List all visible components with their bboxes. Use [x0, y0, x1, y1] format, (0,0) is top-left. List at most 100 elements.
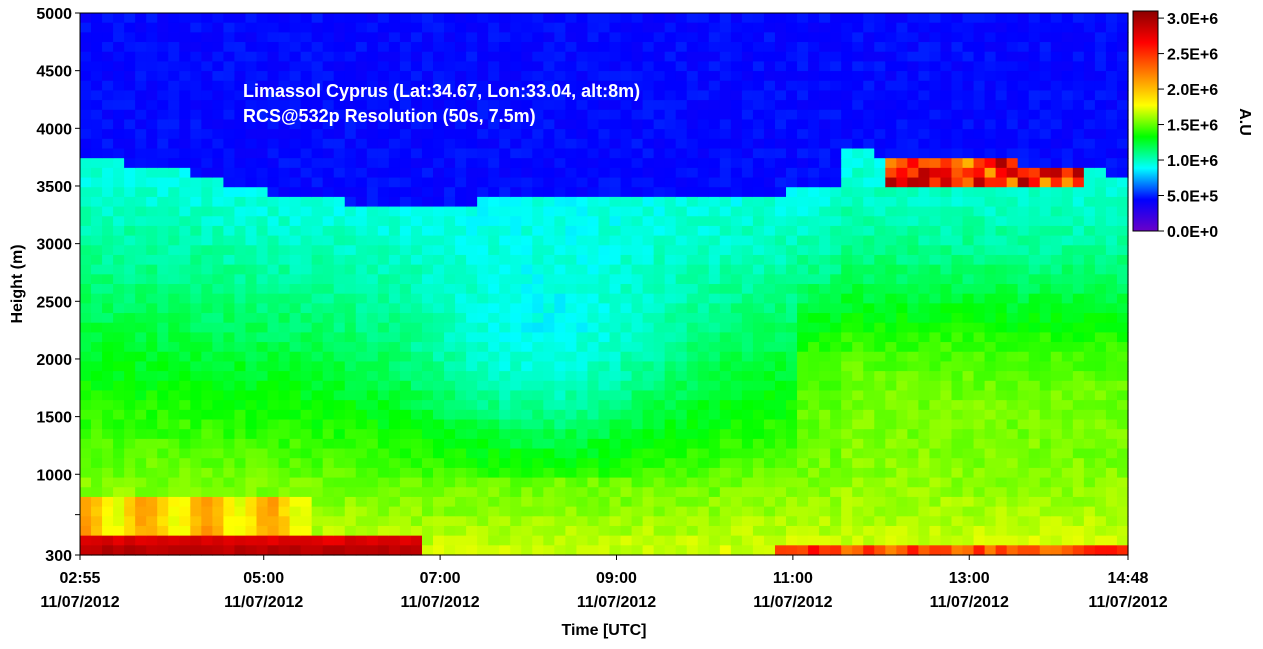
heatmap-cell — [521, 525, 533, 537]
heatmap-cell — [808, 342, 820, 353]
heatmap-cell — [421, 332, 434, 343]
heatmap-cell — [466, 409, 478, 421]
heatmap-cell — [212, 90, 225, 101]
heatmap-cell — [1050, 332, 1063, 343]
heatmap-cell — [653, 322, 666, 333]
heatmap-cell — [841, 525, 853, 537]
heatmap-cell — [146, 409, 158, 421]
heatmap-cell — [366, 138, 379, 150]
heatmap-cell — [80, 90, 92, 101]
heatmap-cell — [421, 496, 434, 508]
heatmap-cell — [830, 90, 842, 101]
heatmap-cell — [168, 245, 180, 256]
heatmap-cell — [819, 322, 831, 333]
heatmap-cell — [488, 71, 500, 82]
heatmap-cell — [719, 167, 732, 179]
heatmap-cell — [918, 61, 931, 72]
heatmap-cell — [951, 525, 964, 537]
heatmap-cell — [741, 13, 754, 24]
heatmap-cell — [642, 525, 655, 537]
heatmap-cell — [267, 293, 280, 304]
heatmap-cell — [135, 274, 147, 285]
heatmap-cell — [686, 119, 699, 130]
heatmap-cell — [388, 380, 401, 392]
heatmap-cell — [477, 22, 489, 33]
heatmap-cell — [510, 496, 522, 508]
heatmap-cell — [124, 206, 136, 217]
heatmap-cell — [135, 293, 147, 304]
heatmap-cell — [841, 390, 853, 401]
heatmap-cell — [741, 380, 754, 392]
heatmap-cell — [830, 254, 842, 266]
heatmap-cell — [962, 196, 975, 208]
heatmap-cell — [267, 342, 280, 353]
heatmap-cell — [311, 42, 324, 53]
heatmap-cell — [907, 371, 919, 382]
heatmap-cell — [433, 516, 445, 527]
heatmap-cell — [532, 32, 544, 43]
heatmap-cell — [466, 13, 478, 24]
heatmap-cell — [951, 32, 964, 43]
heatmap-cell — [124, 429, 136, 440]
heatmap-cell — [124, 245, 136, 256]
heatmap-cell — [841, 100, 853, 111]
heatmap-cell — [587, 254, 600, 266]
heatmap-cell — [609, 90, 622, 101]
heatmap-cell — [631, 216, 644, 227]
heatmap-cell — [940, 80, 953, 92]
heatmap-cell — [245, 80, 258, 92]
heatmap-cell — [267, 80, 280, 92]
heatmap-cell — [388, 109, 401, 121]
heatmap-cell — [797, 477, 809, 488]
heatmap-cell — [433, 371, 445, 382]
heatmap-cell — [135, 235, 147, 246]
heatmap-cell — [984, 293, 997, 304]
heatmap-cell — [642, 458, 655, 469]
heatmap-cell — [201, 158, 213, 169]
heatmap-cell — [885, 109, 897, 121]
heatmap-cell — [863, 516, 875, 527]
heatmap-cell — [730, 525, 743, 537]
heatmap-cell — [355, 351, 368, 363]
heatmap-cell — [598, 477, 611, 488]
heatmap-cell — [752, 506, 765, 517]
heatmap-cell — [135, 429, 147, 440]
heatmap-cell — [322, 13, 335, 24]
heatmap-cell — [135, 71, 147, 82]
heatmap-cell — [510, 477, 522, 488]
heatmap-cell — [245, 342, 258, 353]
heatmap-cell — [212, 13, 225, 24]
heatmap-cell — [830, 206, 842, 217]
heatmap-cell — [1061, 109, 1074, 121]
heatmap-cell — [455, 545, 467, 556]
heatmap-cell — [466, 303, 478, 314]
heatmap-cell — [333, 129, 346, 140]
heatmap-cell — [852, 332, 864, 343]
heatmap-cell — [642, 216, 655, 227]
heatmap-cell — [907, 254, 919, 266]
heatmap-cell — [333, 448, 346, 459]
heatmap-cell — [333, 409, 346, 421]
heatmap-cell — [179, 167, 191, 179]
heatmap-cell — [841, 477, 853, 488]
heatmap-cell — [863, 71, 875, 82]
heatmap-cell — [1050, 313, 1063, 324]
heatmap-cell — [730, 235, 743, 246]
heatmap-cell — [91, 351, 103, 363]
heatmap-cell — [774, 264, 787, 275]
heatmap-cell — [300, 293, 313, 304]
heatmap-cell — [995, 245, 1008, 256]
heatmap-cell — [620, 264, 633, 275]
heatmap-cell — [896, 138, 908, 150]
heatmap-cell — [157, 119, 169, 130]
heatmap-cell — [598, 148, 611, 159]
heatmap-cell — [653, 487, 666, 498]
heatmap-cell — [664, 42, 677, 53]
heatmap-cell — [168, 90, 180, 101]
heatmap-cell — [565, 525, 578, 537]
heatmap-cell — [907, 322, 919, 333]
heatmap-cell — [708, 322, 721, 333]
heatmap-cell — [278, 487, 291, 498]
heatmap-cell — [576, 109, 589, 121]
heatmap-cell — [532, 458, 544, 469]
